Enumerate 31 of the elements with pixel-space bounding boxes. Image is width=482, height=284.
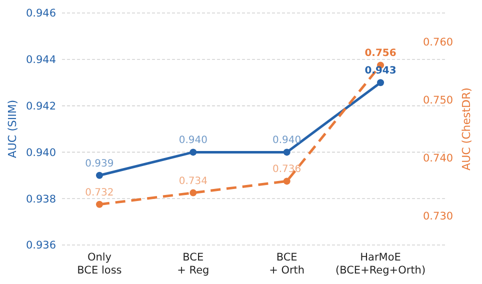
point [190, 148, 197, 156]
y-tick-label: 0.946 [26, 8, 56, 20]
data-label: 0.756 [364, 48, 396, 60]
y-axis-title: AUC (SIIM) [6, 100, 19, 158]
x-tick-label: BCE + Reg [177, 252, 210, 276]
y-tick-label: 0.942 [26, 100, 56, 112]
x-tick-label: Only BCE loss [77, 252, 122, 276]
data-label: 0.736 [272, 164, 302, 176]
y2-tick-label: 0.730 [423, 210, 454, 223]
data-label: 0.732 [85, 187, 114, 198]
data-label: 0.940 [272, 135, 302, 146]
y-tick-label: 0.938 [26, 193, 56, 206]
data-label: 0.943 [364, 66, 396, 77]
y2-axis-title: AUC (ChestDR) [460, 88, 473, 170]
y-tick-label: 0.940 [26, 146, 56, 159]
y2-tick-label: 0.750 [423, 94, 454, 107]
x-tick-label: BCE + Orth [269, 252, 305, 276]
point [96, 200, 103, 208]
point [283, 148, 290, 156]
x-tick-label: HarMoE (BCE+Reg+Orth) [335, 252, 426, 276]
point [96, 172, 103, 179]
data-label: 0.734 [178, 176, 208, 187]
data-label: 0.939 [85, 158, 114, 170]
y-tick-label: 0.944 [26, 54, 56, 66]
y2-tick-label: 0.760 [423, 36, 454, 49]
point [283, 178, 290, 185]
data-label: 0.940 [178, 135, 208, 146]
y2-tick-label: 0.740 [423, 152, 454, 165]
point [377, 79, 384, 86]
point [190, 189, 197, 196]
y-tick-label: 0.936 [26, 240, 56, 252]
